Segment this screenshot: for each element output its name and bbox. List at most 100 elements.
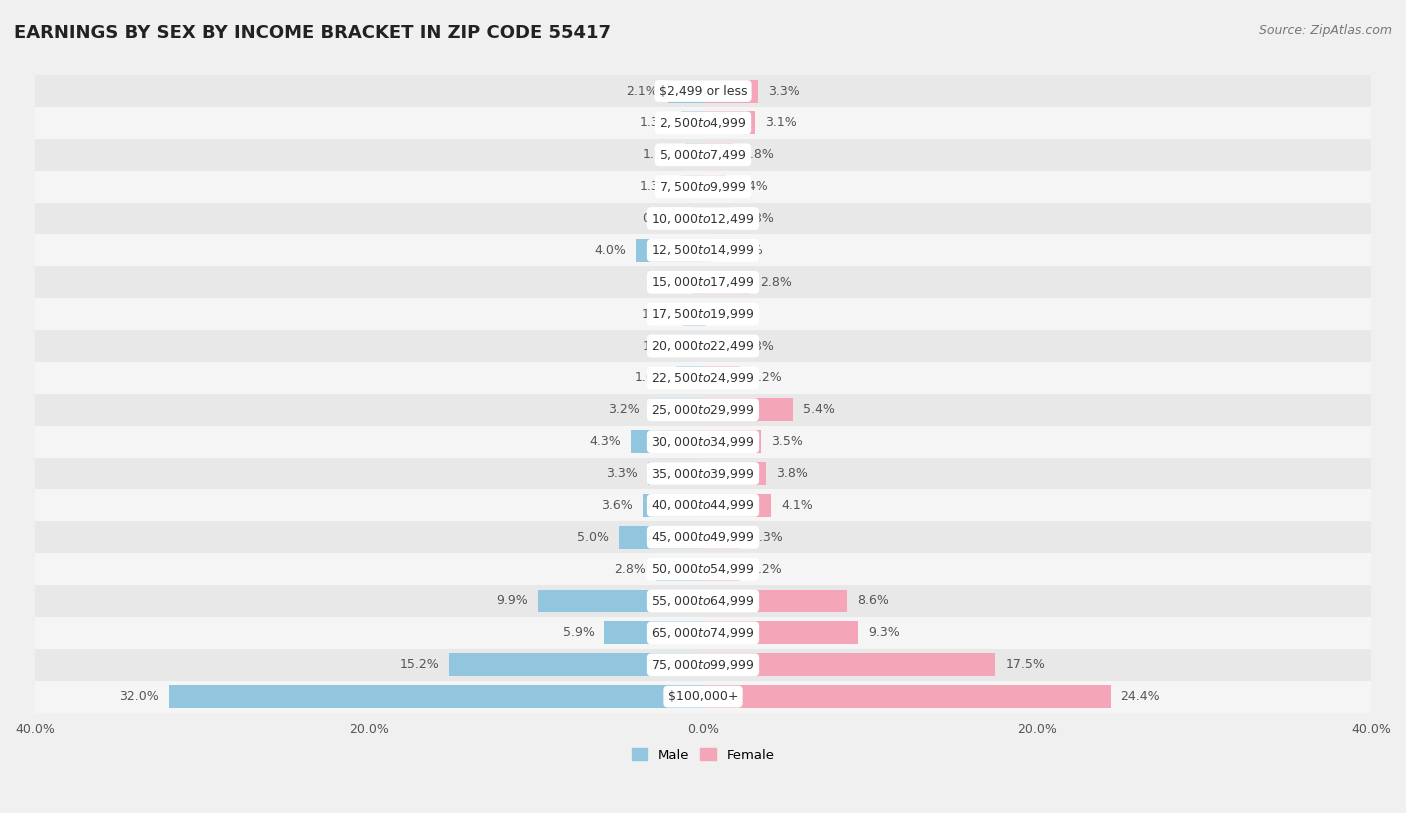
Bar <box>35 458 1371 489</box>
Text: 4.1%: 4.1% <box>782 499 813 512</box>
Text: 3.6%: 3.6% <box>602 499 633 512</box>
Text: 2.8%: 2.8% <box>759 276 792 289</box>
Bar <box>35 649 1371 680</box>
Bar <box>703 654 995 676</box>
Text: 2.1%: 2.1% <box>626 85 658 98</box>
Text: 1.8%: 1.8% <box>744 148 775 161</box>
Text: 3.8%: 3.8% <box>776 467 808 480</box>
Text: 1.1%: 1.1% <box>643 148 675 161</box>
Bar <box>703 685 1111 708</box>
Text: 1.8%: 1.8% <box>744 340 775 353</box>
Bar <box>657 558 703 580</box>
Bar <box>35 680 1371 712</box>
Bar <box>703 494 772 517</box>
Bar <box>703 334 733 358</box>
Text: $2,500 to $4,999: $2,500 to $4,999 <box>659 116 747 130</box>
Text: 0.6%: 0.6% <box>651 276 683 289</box>
Bar <box>703 558 740 580</box>
Text: $100,000+: $100,000+ <box>668 690 738 703</box>
Text: 2.3%: 2.3% <box>751 531 783 544</box>
Bar <box>703 367 740 389</box>
Bar <box>703 80 758 102</box>
Text: $30,000 to $34,999: $30,000 to $34,999 <box>651 435 755 449</box>
Bar <box>35 298 1371 330</box>
Text: $2,499 or less: $2,499 or less <box>659 85 747 98</box>
Text: 1.6%: 1.6% <box>634 372 666 385</box>
Bar <box>631 430 703 453</box>
Bar <box>703 207 733 230</box>
Bar <box>537 589 703 612</box>
Text: 1.4%: 1.4% <box>737 180 768 193</box>
Text: $55,000 to $64,999: $55,000 to $64,999 <box>651 594 755 608</box>
Text: 1.2%: 1.2% <box>641 307 673 320</box>
Text: $50,000 to $54,999: $50,000 to $54,999 <box>651 562 755 576</box>
Bar <box>668 80 703 102</box>
Text: 1.3%: 1.3% <box>640 180 671 193</box>
Bar <box>685 334 703 358</box>
Text: $20,000 to $22,499: $20,000 to $22,499 <box>651 339 755 353</box>
Text: 2.2%: 2.2% <box>749 563 782 576</box>
Bar <box>35 202 1371 234</box>
Text: 4.3%: 4.3% <box>589 435 621 448</box>
Text: 1.1%: 1.1% <box>643 340 675 353</box>
Bar <box>703 271 749 293</box>
Bar <box>35 393 1371 426</box>
Text: 1.3%: 1.3% <box>640 116 671 129</box>
Bar <box>703 398 793 421</box>
Text: 2.2%: 2.2% <box>749 372 782 385</box>
Text: 8.6%: 8.6% <box>856 594 889 607</box>
Text: 15.2%: 15.2% <box>399 659 439 672</box>
Bar <box>683 302 703 326</box>
Bar <box>620 526 703 549</box>
Bar <box>35 267 1371 298</box>
Bar <box>35 234 1371 267</box>
Text: Source: ZipAtlas.com: Source: ZipAtlas.com <box>1258 24 1392 37</box>
Bar <box>35 617 1371 649</box>
Bar <box>35 521 1371 553</box>
Text: 9.3%: 9.3% <box>869 626 900 639</box>
Text: 5.0%: 5.0% <box>578 531 609 544</box>
Text: 5.4%: 5.4% <box>803 403 835 416</box>
Bar <box>693 271 703 293</box>
Text: 3.3%: 3.3% <box>606 467 638 480</box>
Text: 3.2%: 3.2% <box>607 403 640 416</box>
Text: 0.65%: 0.65% <box>643 212 682 225</box>
Bar <box>35 171 1371 202</box>
Bar <box>35 426 1371 458</box>
Bar <box>35 585 1371 617</box>
Bar <box>703 430 762 453</box>
Text: 9.9%: 9.9% <box>496 594 527 607</box>
Text: $35,000 to $39,999: $35,000 to $39,999 <box>651 467 755 480</box>
Text: 0.18%: 0.18% <box>716 307 756 320</box>
Bar <box>703 462 766 485</box>
Text: 32.0%: 32.0% <box>118 690 159 703</box>
Text: 1.8%: 1.8% <box>744 212 775 225</box>
Bar <box>35 553 1371 585</box>
Bar <box>682 111 703 134</box>
Bar <box>648 462 703 485</box>
Text: 4.0%: 4.0% <box>595 244 626 257</box>
Text: 3.3%: 3.3% <box>768 85 800 98</box>
Text: 3.5%: 3.5% <box>772 435 803 448</box>
Text: $22,500 to $24,999: $22,500 to $24,999 <box>651 371 755 385</box>
Bar <box>643 494 703 517</box>
Text: $12,500 to $14,999: $12,500 to $14,999 <box>651 243 755 258</box>
Text: $25,000 to $29,999: $25,000 to $29,999 <box>651 402 755 417</box>
Text: $75,000 to $99,999: $75,000 to $99,999 <box>651 658 755 672</box>
Bar <box>650 398 703 421</box>
Bar <box>703 589 846 612</box>
Bar <box>703 143 733 166</box>
Text: 5.9%: 5.9% <box>562 626 595 639</box>
Bar <box>703 175 727 198</box>
Bar <box>682 175 703 198</box>
Bar <box>35 330 1371 362</box>
Bar <box>35 75 1371 107</box>
Bar <box>636 239 703 262</box>
Text: 3.1%: 3.1% <box>765 116 797 129</box>
Text: 2.8%: 2.8% <box>614 563 647 576</box>
Text: $10,000 to $12,499: $10,000 to $12,499 <box>651 211 755 225</box>
Bar <box>692 207 703 230</box>
Bar <box>169 685 703 708</box>
Bar <box>35 139 1371 171</box>
Legend: Male, Female: Male, Female <box>626 743 780 767</box>
